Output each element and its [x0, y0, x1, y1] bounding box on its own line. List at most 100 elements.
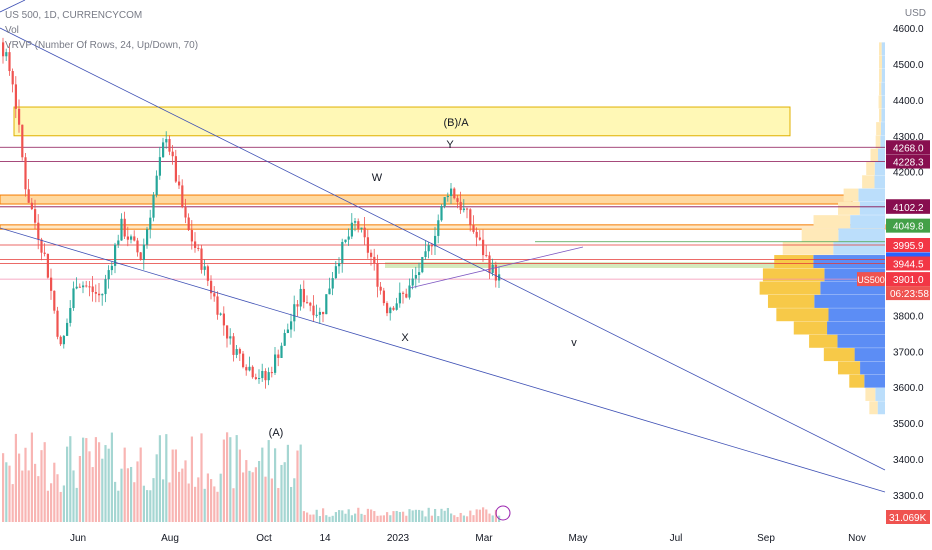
profile-down-7 [875, 135, 881, 149]
profile-up-7 [880, 135, 885, 149]
volume-bar [482, 507, 485, 522]
volume-bar [386, 512, 389, 522]
profile-up-12 [859, 201, 885, 215]
volume-bar [395, 510, 398, 522]
time-tick-6: May [569, 533, 588, 544]
candle-body [139, 252, 142, 260]
trendline-0 [0, 27, 886, 471]
candle-body [8, 52, 11, 72]
vrvp-indicator-label[interactable]: VRVP (Number Of Rows, 24, Up/Down, 70) [5, 40, 199, 51]
volume-bar [373, 511, 376, 522]
volume-bar [136, 461, 139, 522]
price-badge-text-5: 3995.9 [893, 241, 924, 252]
candle-body [66, 322, 69, 336]
profile-down-12 [838, 201, 860, 215]
volume-bar [91, 467, 94, 522]
volume-bar [469, 510, 472, 522]
volume-bar [114, 481, 117, 522]
volume-bar [72, 470, 75, 522]
volume-bar [302, 511, 305, 522]
price-badge-text-4: 4049.8 [893, 222, 924, 233]
profile-down-17 [762, 268, 825, 282]
candle-body [43, 252, 46, 254]
candle-body [283, 332, 286, 346]
volume-bar [408, 509, 411, 522]
volume-bar [450, 513, 453, 522]
price-tick-1: 4500.0 [893, 60, 924, 71]
candle-body [40, 239, 43, 253]
volume-bar [462, 515, 465, 522]
candle-body [318, 311, 321, 315]
time-tick-4: 2023 [387, 533, 410, 544]
candle-body [334, 266, 337, 279]
candle-body [158, 157, 161, 176]
volume-bar [187, 483, 190, 522]
volume-bar [149, 490, 152, 522]
candle-body [482, 239, 485, 256]
candle-body [2, 42, 5, 57]
volume-bar [242, 472, 245, 522]
volume-bar [85, 438, 88, 522]
candle-body [350, 222, 353, 237]
candle-body [274, 354, 277, 373]
candle-body [251, 366, 254, 378]
zone-3 [0, 224, 886, 230]
candle-body [446, 195, 449, 198]
volume-bar [370, 509, 373, 522]
candle-body [30, 202, 33, 210]
candle-body [123, 218, 126, 237]
candle-body [360, 227, 363, 230]
profile-up-19 [814, 294, 885, 308]
volume-bar [210, 479, 213, 522]
candle-body [203, 266, 206, 270]
profile-down-14 [801, 228, 839, 242]
candle-body [229, 336, 232, 339]
volume-bar [414, 509, 417, 522]
zone-4 [385, 262, 885, 268]
candle-body [418, 272, 421, 276]
volume-bar [206, 473, 209, 522]
candle-body [434, 235, 437, 247]
price-tick-6: 3700.0 [893, 347, 924, 358]
candle-body [181, 185, 184, 207]
volume-bar [334, 512, 337, 522]
volume-bar [245, 460, 248, 522]
candle-body [338, 263, 341, 267]
volume-bar [472, 515, 475, 522]
volume-bar [197, 477, 200, 522]
profile-up-15 [833, 241, 885, 255]
candle-body [168, 139, 171, 152]
volume-indicator-label[interactable]: Vol [5, 25, 19, 36]
candle-body [210, 280, 213, 294]
candle-body [238, 349, 241, 354]
volume-bar [222, 439, 225, 522]
candle-body [494, 264, 497, 281]
wave-label-3: X [401, 332, 409, 344]
price-badge-text-0: 4268.0 [893, 143, 924, 154]
volume-bar [174, 449, 177, 522]
profile-down-22 [809, 334, 838, 348]
volume-bar [56, 474, 59, 522]
profile-down-25 [849, 374, 865, 388]
volume-bar [251, 472, 254, 522]
profile-up-21 [827, 321, 885, 335]
symbol-title[interactable]: US 500, 1D, CURRENCYCOM [5, 10, 143, 21]
profile-up-6 [880, 122, 885, 136]
volume-bar [350, 515, 353, 522]
candle-body [194, 241, 197, 248]
candle-body [322, 311, 325, 315]
candle-body [213, 293, 216, 297]
time-axis: Jun Aug Oct 14 2023 Mar May Jul Sep Nov [70, 533, 866, 544]
candle-body [21, 124, 24, 158]
volume-bar [162, 479, 165, 522]
candle-body [469, 209, 472, 226]
volume-bar [338, 510, 341, 522]
candle-body [254, 377, 257, 379]
candle-body [216, 296, 219, 315]
candle-body [485, 255, 488, 257]
volume-bar [181, 468, 184, 522]
volume-bar [488, 513, 491, 522]
candle-body [197, 247, 200, 249]
volume-bar [14, 433, 17, 522]
